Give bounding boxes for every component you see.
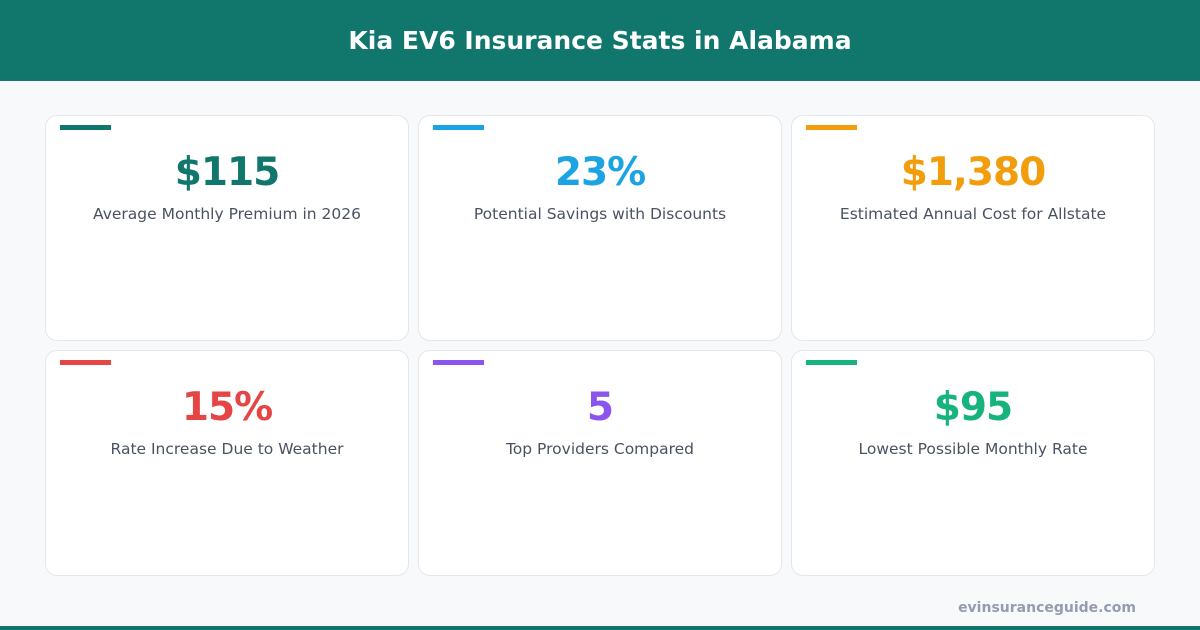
stat-label: Rate Increase Due to Weather xyxy=(110,440,344,458)
stat-card: $95 Lowest Possible Monthly Rate xyxy=(791,350,1155,576)
stat-label: Potential Savings with Discounts xyxy=(473,205,727,223)
header-banner: Kia EV6 Insurance Stats in Alabama xyxy=(0,0,1200,81)
stat-value: $1,380 xyxy=(900,150,1047,195)
accent-bar xyxy=(433,125,484,130)
stat-card: $115 Average Monthly Premium in 2026 xyxy=(45,115,409,341)
accent-bar xyxy=(60,125,111,130)
accent-bar xyxy=(806,360,857,365)
stat-card: 5 Top Providers Compared xyxy=(418,350,782,576)
stat-value: 15% xyxy=(181,385,273,430)
accent-bar xyxy=(433,360,484,365)
stat-label: Average Monthly Premium in 2026 xyxy=(93,205,361,223)
stat-value: $115 xyxy=(174,150,281,195)
site-url: evinsuranceguide.com xyxy=(958,600,1136,616)
stat-label: Estimated Annual Cost for Allstate xyxy=(839,205,1107,223)
stat-card: 23% Potential Savings with Discounts xyxy=(418,115,782,341)
stat-card: 15% Rate Increase Due to Weather xyxy=(45,350,409,576)
bottom-bar xyxy=(0,626,1200,630)
stat-card: $1,380 Estimated Annual Cost for Allstat… xyxy=(791,115,1155,341)
stat-value: $95 xyxy=(933,385,1013,430)
stat-value: 5 xyxy=(586,385,614,430)
stat-label: Top Providers Compared xyxy=(505,440,695,458)
stat-label: Lowest Possible Monthly Rate xyxy=(858,440,1088,458)
stat-value: 23% xyxy=(554,150,646,195)
page-title: Kia EV6 Insurance Stats in Alabama xyxy=(348,26,852,55)
accent-bar xyxy=(60,360,111,365)
accent-bar xyxy=(806,125,857,130)
